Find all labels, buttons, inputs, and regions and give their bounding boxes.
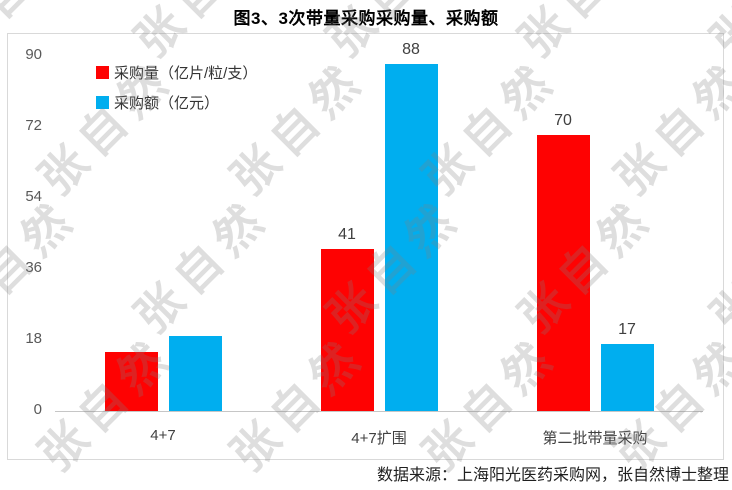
bar	[536, 135, 590, 411]
bar	[384, 64, 438, 411]
bar-value-label: 41	[338, 226, 356, 243]
y-tick-label: 72	[25, 117, 42, 134]
legend-swatch	[96, 96, 109, 109]
y-tick-label: 0	[33, 401, 42, 418]
y-tick-label: 54	[25, 188, 42, 205]
bar-value-label: 88	[402, 41, 420, 58]
y-tick-label: 90	[25, 46, 42, 63]
bar	[320, 249, 374, 411]
legend-item: 采购量（亿片/粒/支）	[96, 62, 257, 83]
legend-item: 采购额（亿元）	[96, 92, 257, 113]
category-label: 4+7	[150, 427, 176, 444]
bar-value-label: 17	[618, 321, 636, 338]
plot-area-border	[7, 33, 724, 460]
category-label: 4+7扩围	[351, 430, 407, 447]
y-tick-label: 18	[25, 330, 42, 347]
bar	[600, 344, 654, 411]
legend-label: 采购额（亿元）	[114, 95, 220, 112]
category-label: 第二批带量采购	[542, 430, 648, 447]
y-tick-label: 36	[25, 259, 42, 276]
bar-value-label: 70	[554, 112, 572, 129]
bar	[104, 352, 158, 411]
x-axis-line	[55, 411, 703, 412]
bar	[168, 336, 222, 411]
source-note: 数据来源：上海阳光医药采购网，张自然博士整理	[376, 467, 729, 484]
legend-label: 采购量（亿片/粒/支）	[114, 65, 258, 82]
legend: 采购量（亿片/粒/支） 采购额（亿元）	[96, 62, 257, 122]
chart-title: 图3、3次带量采购采购量、采购额	[233, 9, 499, 28]
legend-swatch	[96, 66, 109, 79]
